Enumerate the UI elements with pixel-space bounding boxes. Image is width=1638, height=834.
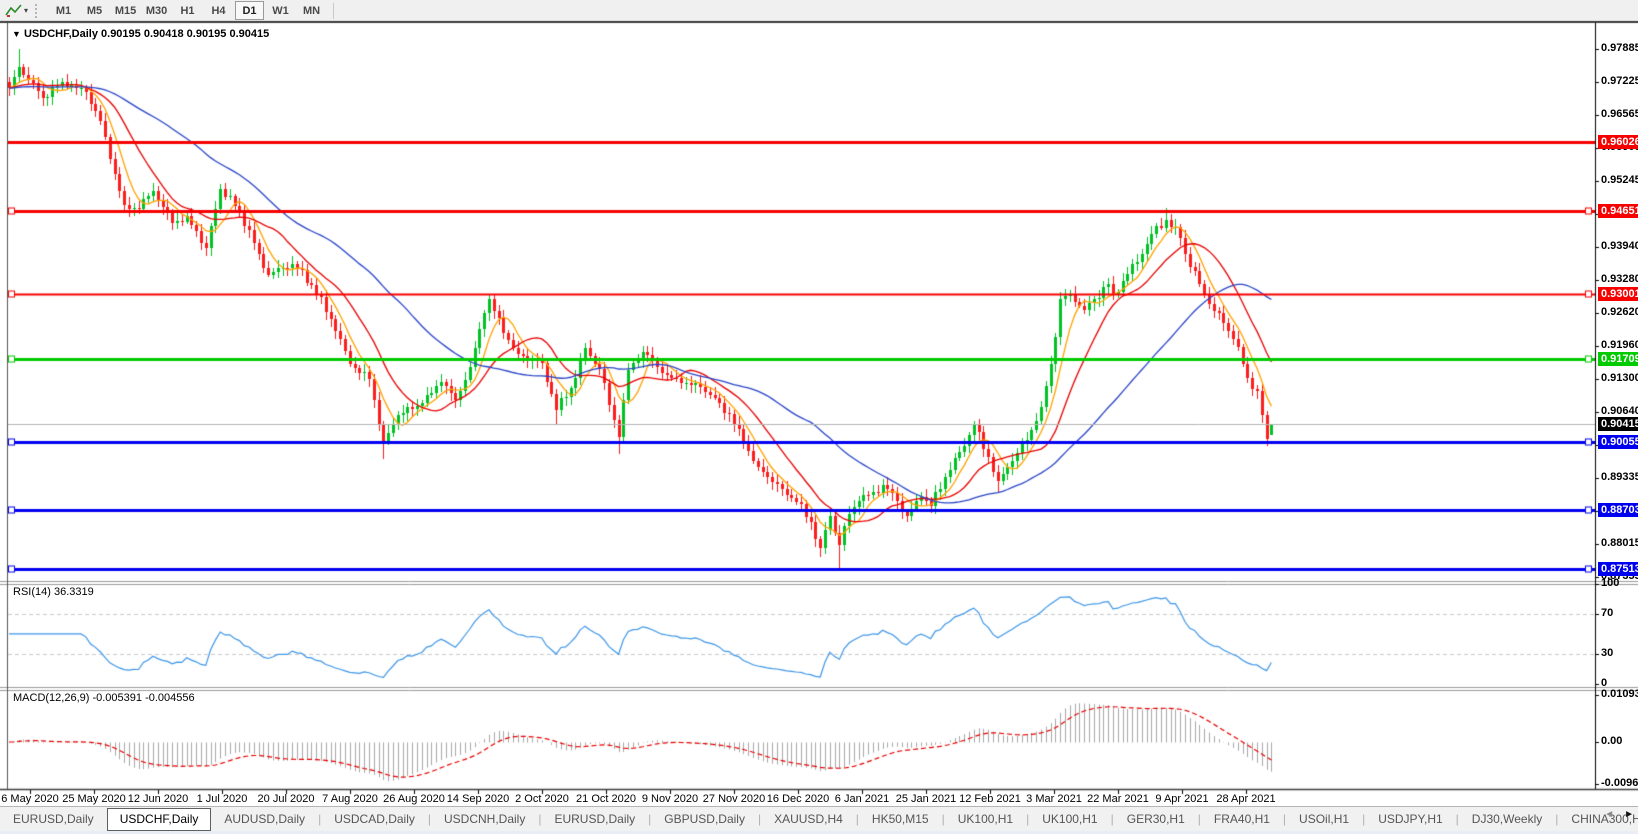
tab-separator: | bbox=[648, 812, 652, 826]
status-strip bbox=[0, 831, 1638, 834]
price-axis-tick: 0.91960 bbox=[1601, 339, 1638, 351]
date-axis-label: 26 Aug 2020 bbox=[383, 793, 445, 805]
rsi-axis-tick: 0 bbox=[1601, 677, 1608, 689]
price-axis-tick: 0.92620 bbox=[1601, 306, 1638, 318]
chart-tab-eurusd-daily[interactable]: EURUSD,Daily bbox=[13, 812, 94, 826]
tab-separator: | bbox=[1026, 812, 1030, 826]
date-axis-label: 9 Apr 2021 bbox=[1155, 793, 1209, 805]
date-axis-label: 6 May 2020 bbox=[1, 793, 59, 805]
chart-tab-usoil-h1[interactable]: USOil,H1 bbox=[1299, 812, 1350, 826]
rsi-label: RSI(14) 36.3319 bbox=[13, 586, 94, 598]
rsi-axis-tick: 30 bbox=[1601, 647, 1614, 659]
date-axis-label: 20 Jul 2020 bbox=[257, 793, 315, 805]
scroll-tabs-right-icon[interactable]: ► bbox=[1624, 809, 1634, 820]
rsi-axis-tick: 70 bbox=[1601, 607, 1614, 619]
tab-scroll-arrows: ◄ ► bbox=[1604, 810, 1634, 820]
price-axis-tick: 0.95245 bbox=[1601, 174, 1638, 186]
tab-separator: | bbox=[1282, 812, 1287, 826]
date-axis-label: 28 Apr 2021 bbox=[1216, 793, 1276, 805]
price-axis-tick: 0.91300 bbox=[1601, 372, 1638, 384]
price-axis-tick: 0.97885 bbox=[1601, 42, 1638, 54]
macd-axis-tick: 0.010933 bbox=[1601, 688, 1638, 700]
chart-ohlc-values: 0.90195 0.90418 0.90195 0.90415 bbox=[101, 28, 270, 40]
date-axis-label: 2 Oct 2020 bbox=[515, 793, 569, 805]
tab-separator: | bbox=[427, 812, 431, 826]
price-axis-tick: 0.93940 bbox=[1601, 240, 1638, 252]
tab-separator: | bbox=[1455, 812, 1459, 826]
tab-separator: | bbox=[1362, 812, 1366, 826]
price-axis-tick: 0.89335 bbox=[1601, 471, 1638, 483]
date-axis-label: 21 Oct 2020 bbox=[576, 793, 636, 805]
macd-label: MACD(12,26,9) -0.005391 -0.004556 bbox=[13, 692, 195, 704]
tab-separator: | bbox=[757, 812, 762, 826]
date-axis-label: 25 May 2020 bbox=[62, 793, 126, 805]
tab-separator: | bbox=[941, 812, 945, 826]
hline-price-tag: 0.91709 bbox=[1598, 352, 1638, 366]
date-axis-label: 1 Jul 2020 bbox=[196, 793, 248, 805]
date-axis-label: 9 Nov 2020 bbox=[641, 793, 699, 805]
date-axis-label: 22 Mar 2021 bbox=[1087, 793, 1149, 805]
chart-tab-usdcnh-daily[interactable]: USDCNH,Daily bbox=[444, 812, 526, 826]
date-axis-label: 14 Sep 2020 bbox=[446, 793, 510, 805]
price-axis-tick: 0.88015 bbox=[1601, 537, 1638, 549]
hline-price-tag: 0.88703 bbox=[1598, 503, 1638, 517]
chart-tab-xauusd-h4[interactable]: XAUUSD,H4 bbox=[774, 812, 843, 826]
chart-tab-usdchf-daily[interactable]: USDCHF,Daily bbox=[106, 807, 212, 831]
chart-tab-uk100-h1[interactable]: UK100,H1 bbox=[1042, 812, 1098, 826]
price-axis-tick: 0.93280 bbox=[1601, 273, 1638, 285]
chart-tab-uk100-h1[interactable]: UK100,H1 bbox=[957, 812, 1014, 826]
macd-axis-tick: 0.00 bbox=[1601, 735, 1623, 747]
chart-tab-dj30-weekly[interactable]: DJ30,Weekly bbox=[1471, 812, 1543, 826]
date-axis-label: 6 Jan 2021 bbox=[834, 793, 890, 805]
tab-separator: | bbox=[855, 812, 859, 826]
chart-tab-usdjpy-h1[interactable]: USDJPY,H1 bbox=[1378, 812, 1443, 826]
chart-tab-eurusd-daily[interactable]: EURUSD,Daily bbox=[554, 812, 636, 826]
price-axis-tick: 0.96565 bbox=[1601, 108, 1638, 120]
tab-separator: | bbox=[1110, 812, 1114, 826]
current-price-tag: 0.90415 bbox=[1598, 417, 1638, 431]
chart-tab-audusd-daily[interactable]: AUDUSD,Daily bbox=[224, 812, 306, 826]
chart-symbol-period: USDCHF,Daily bbox=[23, 28, 98, 40]
price-axis-tick: 0.97225 bbox=[1601, 75, 1638, 87]
date-axis-label: 3 Mar 2021 bbox=[1026, 793, 1082, 805]
date-axis-label: 27 Nov 2020 bbox=[702, 793, 766, 805]
chart-tab-ger30-h1[interactable]: GER30,H1 bbox=[1126, 812, 1185, 826]
macd-axis-tick: -0.009653 bbox=[1601, 777, 1638, 789]
chart-tab-bar: EURUSD,Daily USDCHF,Daily AUDUSD,Daily | USD… bbox=[0, 806, 1638, 831]
tab-separator: | bbox=[1197, 812, 1201, 826]
price-axis-tick: 0.90640 bbox=[1601, 405, 1638, 417]
date-axis-label: 12 Jun 2020 bbox=[127, 793, 189, 805]
chart-tab-fra40-h1[interactable]: FRA40,H1 bbox=[1213, 812, 1270, 826]
hline-price-tag: 0.96026 bbox=[1598, 135, 1638, 149]
chart-title: ▼ USDCHF,Daily 0.90195 0.90418 0.90195 0… bbox=[12, 28, 269, 40]
hline-price-tag: 0.93001 bbox=[1598, 287, 1638, 301]
date-axis-label: 25 Jan 2021 bbox=[895, 793, 957, 805]
chart-tab-china300-h1[interactable]: CHINA300,H1 bbox=[1571, 812, 1638, 826]
date-axis-label: 12 Feb 2021 bbox=[959, 793, 1021, 805]
rsi-axis-tick: 100 bbox=[1601, 577, 1620, 589]
date-axis-label: 16 Dec 2020 bbox=[766, 793, 830, 805]
hline-price-tag: 0.87513 bbox=[1598, 562, 1638, 576]
collapse-chart-icon[interactable]: ▼ bbox=[12, 29, 21, 39]
tab-separator: | bbox=[538, 812, 542, 826]
chart-tab-gbpusd-daily[interactable]: GBPUSD,Daily bbox=[664, 812, 745, 826]
hline-price-tag: 0.94651 bbox=[1598, 204, 1638, 218]
date-axis-label: 7 Aug 2020 bbox=[322, 793, 378, 805]
chart-tab-hk50-m15[interactable]: HK50,M15 bbox=[871, 812, 929, 826]
tab-separator: | bbox=[318, 812, 322, 826]
chart-tab-usdcad-daily[interactable]: USDCAD,Daily bbox=[334, 812, 415, 826]
scroll-tabs-left-icon[interactable]: ◄ bbox=[1604, 809, 1615, 820]
tab-separator: | bbox=[1555, 812, 1559, 826]
hline-price-tag: 0.90055 bbox=[1598, 435, 1638, 449]
